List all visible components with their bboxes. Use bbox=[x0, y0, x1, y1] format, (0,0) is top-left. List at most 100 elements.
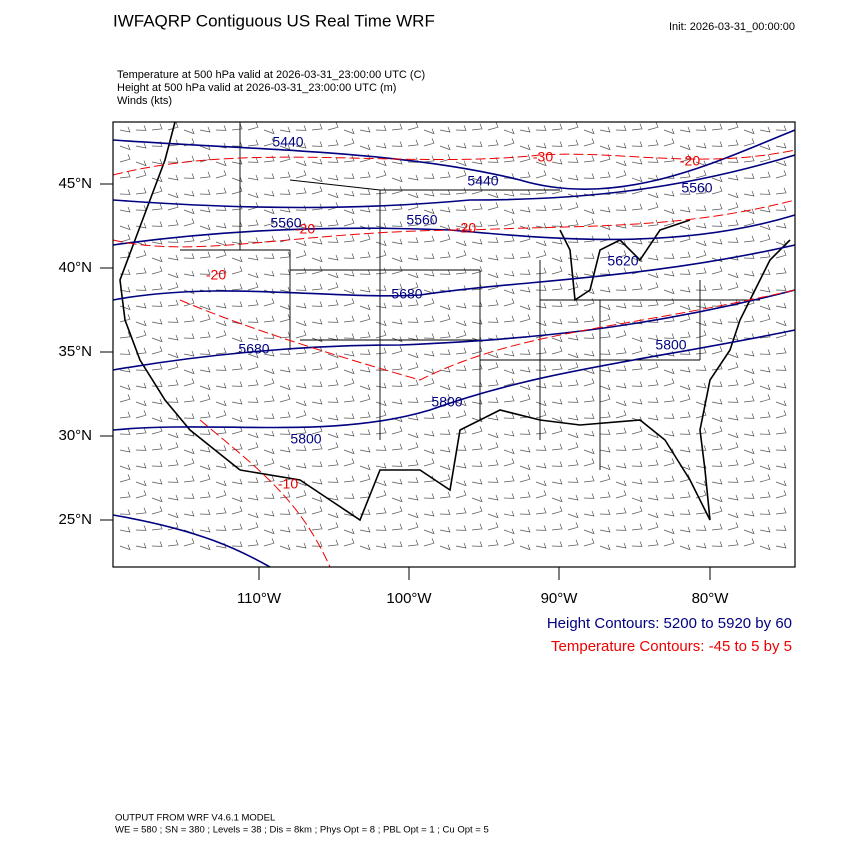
wind-barb bbox=[647, 352, 659, 359]
wind-barb bbox=[615, 205, 627, 211]
wind-barb bbox=[663, 155, 675, 163]
wind-barb bbox=[183, 368, 195, 375]
temperature-contour bbox=[112, 199, 796, 248]
wind-barb bbox=[487, 237, 499, 243]
wind-barb bbox=[215, 160, 227, 167]
wind-barb bbox=[407, 317, 419, 323]
wind-barb bbox=[439, 286, 451, 293]
wind-barb bbox=[663, 208, 675, 215]
wind-barb bbox=[551, 238, 563, 245]
wind-barb bbox=[695, 525, 707, 531]
wind-barb bbox=[599, 171, 611, 179]
height-label: 5680 bbox=[238, 341, 269, 357]
wind-barb bbox=[407, 192, 419, 199]
wind-barb bbox=[151, 158, 163, 165]
wind-barb bbox=[487, 494, 499, 501]
wind-barb bbox=[551, 141, 563, 147]
wind-barb bbox=[551, 318, 563, 325]
wind-barb bbox=[311, 141, 323, 147]
wind-barb bbox=[311, 496, 323, 503]
wind-barb bbox=[535, 187, 547, 195]
wind-barb bbox=[215, 427, 227, 435]
wind-barb bbox=[343, 288, 355, 295]
wind-barb bbox=[167, 494, 179, 501]
wind-barb bbox=[599, 446, 611, 453]
wind-barb bbox=[375, 320, 387, 327]
wind-barb bbox=[663, 138, 675, 147]
wind-barb bbox=[119, 189, 131, 195]
wind-barb bbox=[135, 427, 147, 435]
wind-barb bbox=[775, 125, 787, 131]
wind-barb bbox=[503, 138, 515, 147]
wind-barb bbox=[311, 301, 323, 307]
wind-barb bbox=[759, 411, 771, 419]
wind-barb bbox=[311, 318, 323, 325]
wind-barb bbox=[695, 427, 707, 435]
wind-barb bbox=[391, 461, 403, 467]
wind-barb bbox=[615, 170, 627, 179]
wind-barb bbox=[551, 541, 563, 547]
wind-barb bbox=[167, 122, 179, 131]
wind-barb bbox=[151, 123, 163, 131]
wind-barb bbox=[487, 414, 499, 421]
height-label: 5800 bbox=[431, 394, 462, 410]
wind-barb bbox=[359, 544, 371, 551]
wind-barb bbox=[247, 254, 259, 261]
wind-barb bbox=[439, 384, 451, 391]
wind-barb bbox=[583, 493, 595, 499]
wind-barb bbox=[775, 160, 787, 167]
wind-barb bbox=[567, 317, 579, 323]
wind-barb bbox=[167, 379, 179, 387]
temperature-contour bbox=[199, 419, 331, 568]
wind-barb bbox=[167, 512, 179, 519]
wind-barb bbox=[727, 432, 739, 439]
wind-barb bbox=[391, 283, 403, 291]
wind-barb bbox=[711, 221, 723, 227]
wind-barb bbox=[375, 142, 387, 149]
wind-barb bbox=[759, 314, 771, 323]
wind-barb bbox=[583, 538, 595, 547]
wind-barb bbox=[503, 493, 515, 499]
wind-barb bbox=[135, 330, 147, 339]
wind-barb bbox=[311, 256, 323, 263]
wind-barb bbox=[471, 398, 483, 405]
wind-barb bbox=[279, 474, 291, 483]
wind-barb bbox=[743, 458, 755, 467]
wind-barb bbox=[327, 192, 339, 199]
height-contour bbox=[112, 514, 271, 568]
wind-barb bbox=[199, 384, 211, 391]
wind-barb bbox=[679, 144, 691, 151]
wind-barb bbox=[199, 526, 211, 533]
wind-barb bbox=[631, 426, 643, 435]
temperature-label: -20 bbox=[295, 221, 315, 237]
wind-barb bbox=[519, 429, 531, 435]
wind-barb bbox=[583, 208, 595, 215]
wind-barb bbox=[743, 395, 755, 403]
wind-barb bbox=[231, 496, 243, 503]
wind-barb bbox=[359, 206, 371, 213]
wind-barb bbox=[183, 413, 195, 419]
wind-barb bbox=[551, 478, 563, 485]
wind-barb bbox=[375, 205, 387, 211]
wind-barb bbox=[407, 414, 419, 421]
wind-barb bbox=[679, 304, 691, 311]
wind-barb bbox=[135, 542, 147, 549]
wind-barb bbox=[295, 365, 307, 371]
temperature-label: -20 bbox=[456, 220, 476, 236]
wind-barb bbox=[119, 126, 131, 133]
wind-barb bbox=[647, 139, 659, 147]
wind-barb bbox=[583, 155, 595, 163]
wind-barb bbox=[711, 346, 723, 355]
wind-barb bbox=[407, 272, 419, 279]
wind-barb bbox=[727, 122, 739, 131]
wind-barb bbox=[599, 251, 611, 259]
wind-barb bbox=[711, 541, 723, 547]
wind-barb bbox=[759, 126, 771, 133]
wind-barb bbox=[679, 171, 691, 179]
wind-barb bbox=[599, 411, 611, 419]
wind-barb bbox=[711, 238, 723, 245]
wind-barb bbox=[263, 270, 275, 277]
wind-barb bbox=[183, 395, 195, 403]
wind-barb bbox=[503, 350, 515, 357]
wind-barb bbox=[775, 365, 787, 371]
